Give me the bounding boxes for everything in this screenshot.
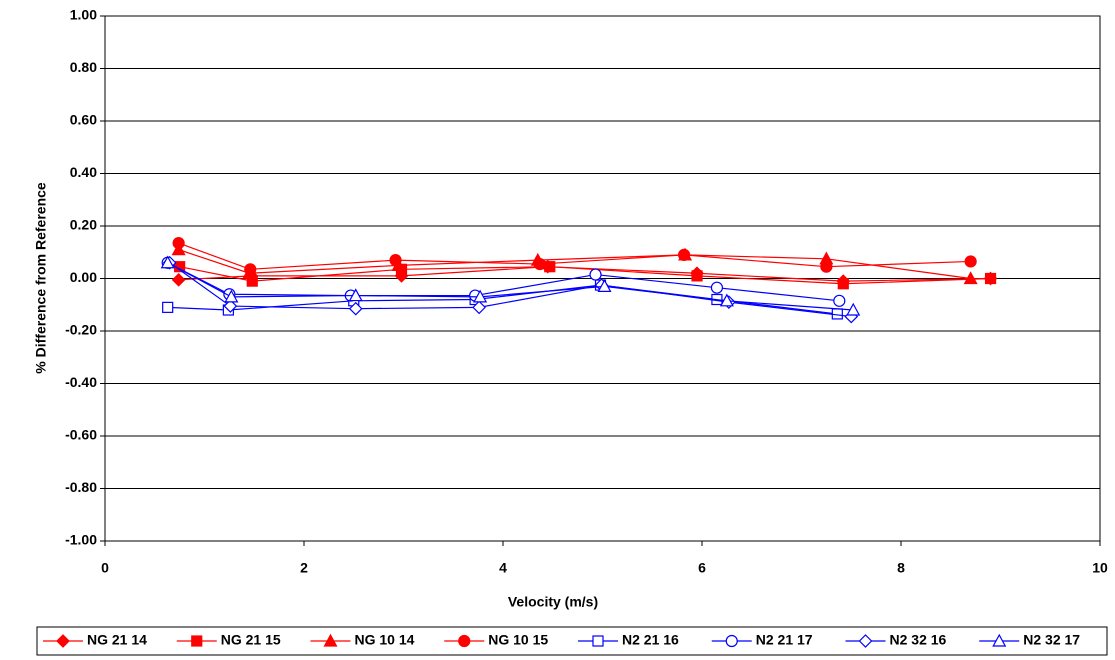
y-tick-label: 0.20	[70, 217, 97, 233]
y-tick-label: 0.40	[70, 164, 97, 180]
marker	[348, 301, 363, 316]
marker	[244, 263, 257, 276]
marker	[833, 294, 846, 307]
marker	[533, 257, 546, 271]
marker	[820, 260, 833, 273]
legend-label: N2 32 17	[1023, 632, 1080, 648]
marker	[964, 255, 977, 268]
legend-marker	[191, 635, 203, 647]
marker	[677, 248, 691, 261]
legend-marker	[992, 633, 1007, 647]
marker	[837, 278, 849, 290]
marker	[984, 272, 997, 285]
marker	[473, 289, 488, 303]
marker	[224, 289, 239, 303]
legend-marker	[592, 635, 604, 647]
marker	[691, 270, 703, 282]
series-line	[167, 262, 854, 311]
marker	[710, 281, 724, 294]
legend-label: N2 32 16	[890, 632, 947, 648]
x-tick-label: 4	[499, 560, 507, 576]
marker	[963, 271, 978, 285]
marker	[223, 299, 238, 313]
y-tick-label: 0.80	[70, 59, 97, 75]
y-tick-label: 0.60	[70, 112, 97, 128]
legend-marker	[323, 633, 338, 647]
marker	[162, 301, 174, 313]
y-tick-label: -0.80	[65, 479, 97, 495]
marker	[589, 268, 602, 281]
marker	[472, 300, 486, 315]
legend-label: NG 21 14	[87, 632, 147, 648]
x-axis-label: Velocity (m/s)	[508, 594, 598, 610]
x-tick-label: 2	[300, 560, 308, 576]
marker	[846, 302, 861, 316]
series-line	[178, 249, 971, 280]
legend-marker	[725, 634, 738, 648]
y-tick-label: -0.20	[65, 322, 97, 338]
legend-label: N2 21 16	[622, 632, 679, 648]
y-tick-label: -0.60	[65, 427, 97, 443]
y-axis-label: % Difference from Reference	[33, 182, 49, 374]
x-tick-label: 6	[698, 560, 706, 576]
y-tick-label: 1.00	[70, 7, 97, 23]
marker	[160, 255, 175, 269]
marker	[719, 293, 734, 307]
marker	[348, 288, 363, 302]
marker	[172, 236, 185, 250]
x-tick-label: 0	[101, 560, 109, 576]
legend-marker	[458, 634, 471, 648]
legend-label: N2 21 17	[756, 632, 813, 648]
legend-label: NG 21 15	[221, 632, 281, 648]
marker	[389, 254, 402, 267]
y-tick-label: -1.00	[65, 532, 97, 548]
y-tick-label: 0.00	[70, 269, 97, 285]
legend-marker	[56, 634, 70, 648]
y-tick-label: -0.40	[65, 374, 97, 390]
legend-label: NG 10 15	[488, 632, 548, 648]
series-line	[178, 242, 971, 270]
x-tick-label: 10	[1092, 560, 1108, 576]
marker	[597, 279, 612, 292]
marker	[171, 272, 186, 287]
legend-label: NG 10 14	[355, 632, 415, 648]
legend-marker	[858, 634, 873, 648]
x-tick-label: 8	[897, 560, 905, 576]
